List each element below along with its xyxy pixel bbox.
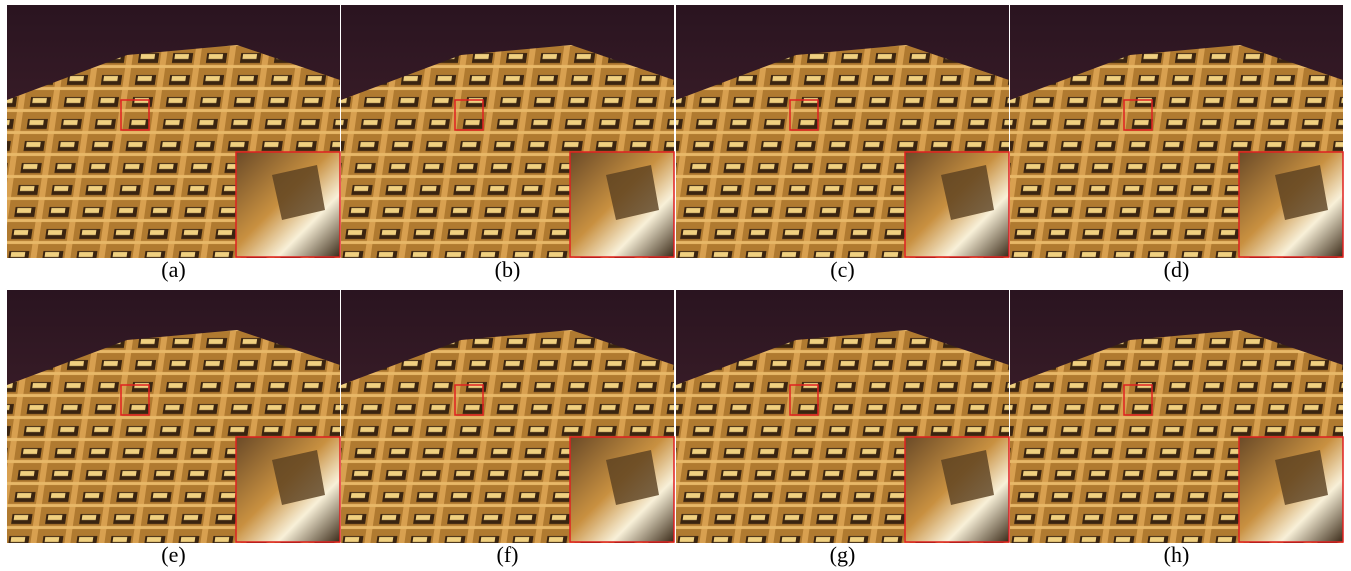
zoom-region bbox=[789, 384, 819, 416]
zoom-window bbox=[1275, 450, 1328, 505]
image-panel bbox=[341, 290, 675, 543]
panel-label: (b) bbox=[495, 257, 521, 282]
image-panel bbox=[1010, 290, 1344, 543]
zoom-region bbox=[120, 384, 150, 416]
panel-label: (a) bbox=[161, 257, 185, 282]
panel-label: (f) bbox=[497, 542, 519, 567]
zoom-region bbox=[1123, 99, 1153, 131]
zoom-window bbox=[606, 450, 659, 505]
panel-label: (g) bbox=[830, 542, 856, 567]
image-panel bbox=[7, 290, 341, 543]
image-panel bbox=[341, 5, 675, 258]
zoom-window bbox=[1275, 165, 1328, 220]
image-panel bbox=[676, 290, 1010, 543]
zoom-region bbox=[789, 99, 819, 131]
zoom-region bbox=[454, 384, 484, 416]
image-panel bbox=[676, 5, 1010, 258]
panel-label: (e) bbox=[161, 542, 185, 567]
panel-label: (d) bbox=[1164, 257, 1190, 282]
zoom-window bbox=[272, 450, 325, 505]
zoom-window bbox=[606, 165, 659, 220]
zoom-window bbox=[941, 165, 994, 220]
panel-label: (h) bbox=[1164, 542, 1190, 567]
zoom-window bbox=[941, 450, 994, 505]
zoom-region bbox=[120, 99, 150, 131]
image-panel bbox=[1010, 5, 1344, 258]
zoom-region bbox=[454, 99, 484, 131]
zoom-region bbox=[1123, 384, 1153, 416]
panel-label: (c) bbox=[830, 257, 854, 282]
image-panel bbox=[7, 5, 341, 258]
zoom-window bbox=[272, 165, 325, 220]
